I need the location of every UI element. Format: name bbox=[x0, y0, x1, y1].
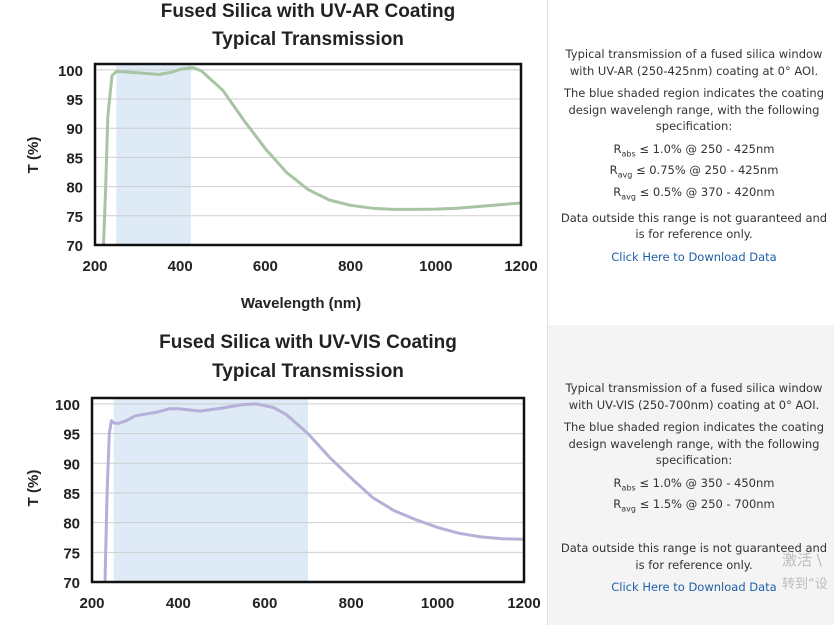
spec-list: Rabs ≤ 1.0% @ 350 - 450nm Ravg ≤ 1.5% @ … bbox=[556, 475, 832, 519]
description-cell: Typical transmission of a fused silica w… bbox=[548, 0, 834, 325]
region-note: The blue shaded region indicates the coa… bbox=[563, 420, 825, 467]
coating-design-region bbox=[113, 398, 308, 582]
y-tick-label: 90 bbox=[63, 456, 80, 473]
x-tick-label: 600 bbox=[253, 258, 278, 275]
download-data-link[interactable]: Click Here to Download Data bbox=[611, 580, 777, 595]
transmission-curve bbox=[102, 66, 521, 245]
disclaimer-text: Data outside this range is not guarantee… bbox=[560, 541, 828, 572]
spec-value: ≤ 1.5% @ 250 - 700nm bbox=[639, 497, 775, 512]
x-tick-label: 1000 bbox=[419, 258, 452, 275]
plot-area: 70 75 80 85 90 95 100 200 400 600 800 1000 1200 bbox=[55, 396, 541, 612]
y-tick-label: 100 bbox=[55, 397, 80, 414]
x-axis-label: Wavelength (nm) bbox=[241, 295, 361, 312]
spec-line: Ravg ≤ 0.75% @ 250 - 425nm bbox=[556, 162, 832, 184]
chart-cell: 70 75 80 85 90 95 100 200 400 600 800 1000 1200 Fuse… bbox=[0, 0, 548, 325]
y-tick-label: 85 bbox=[63, 486, 80, 503]
description-block: Typical transmission of a fused silica w… bbox=[556, 46, 832, 271]
spec-symbol: R bbox=[609, 163, 618, 178]
spec-symbol: R bbox=[613, 475, 622, 490]
spec-symbol: R bbox=[613, 185, 622, 200]
chart-title-line1: Fused Silica with UV-AR Coating bbox=[161, 1, 456, 22]
x-tick-label: 1200 bbox=[504, 258, 537, 275]
x-tick-label: 400 bbox=[166, 595, 191, 612]
y-tick-label: 75 bbox=[63, 545, 80, 562]
spec-subscript: avg bbox=[621, 504, 636, 514]
y-tick-label: 100 bbox=[58, 63, 83, 80]
product-row-uv-vis: 70 75 80 85 90 95 100 200 400 600 800 1000 1200 Fuse… bbox=[0, 325, 834, 625]
x-tick-label: 200 bbox=[82, 258, 107, 275]
plot-frame bbox=[90, 396, 526, 584]
spec-subscript: avg bbox=[617, 170, 633, 180]
y-tick-label: 85 bbox=[66, 150, 83, 167]
y-tick-label: 70 bbox=[63, 575, 80, 592]
chart-cell: 70 75 80 85 90 95 100 200 400 600 800 1000 1200 Fuse… bbox=[0, 325, 548, 625]
spec-line: Rabs ≤ 1.0% @ 250 - 425nm bbox=[556, 141, 832, 163]
y-tick-label: 70 bbox=[66, 238, 83, 255]
spec-value: ≤ 1.0% @ 350 - 450nm bbox=[639, 475, 775, 490]
plot-area: 70 75 80 85 90 95 100 200 400 600 800 1000 1200 bbox=[58, 62, 538, 275]
download-data-link[interactable]: Click Here to Download Data bbox=[611, 249, 777, 264]
activation-watermark-line2: 转到“设 bbox=[782, 577, 828, 592]
y-tick-label: 95 bbox=[66, 92, 83, 109]
spec-list: Rabs ≤ 1.0% @ 250 - 425nm Ravg ≤ 0.75% @… bbox=[556, 141, 832, 206]
y-tick-label: 80 bbox=[63, 516, 80, 533]
x-tick-label: 1200 bbox=[507, 595, 540, 612]
x-tick-label: 400 bbox=[168, 258, 193, 275]
y-tick-label: 95 bbox=[63, 427, 80, 444]
activation-watermark-line1: 激活 \ bbox=[782, 551, 822, 569]
product-row-uv-ar: 70 75 80 85 90 95 100 200 400 600 800 1000 1200 Fuse… bbox=[0, 0, 834, 326]
y-tick-label: 90 bbox=[66, 121, 83, 138]
spec-subscript: avg bbox=[621, 192, 636, 202]
plot-frame bbox=[93, 62, 523, 247]
chart-title-line1: Fused Silica with UV-VIS Coating bbox=[159, 332, 457, 353]
spec-subscript: abs bbox=[621, 482, 636, 492]
spec-symbol: R bbox=[613, 497, 622, 512]
chart-title-line2: Typical Transmission bbox=[212, 361, 404, 382]
spec-symbol: R bbox=[613, 141, 622, 156]
spec-line: Ravg ≤ 1.5% @ 250 - 700nm bbox=[556, 496, 832, 518]
spec-value: ≤ 0.5% @ 370 - 420nm bbox=[639, 185, 775, 200]
spec-line: Rabs ≤ 1.0% @ 350 - 450nm bbox=[556, 475, 832, 497]
spec-value: ≤ 1.0% @ 250 - 425nm bbox=[639, 141, 775, 156]
spec-line: Ravg ≤ 0.5% @ 370 - 420nm bbox=[556, 184, 832, 206]
x-tick-label: 1000 bbox=[421, 595, 454, 612]
spec-subscript: abs bbox=[621, 148, 636, 158]
y-axis-label: T (%) bbox=[25, 137, 42, 174]
x-tick-label: 600 bbox=[252, 595, 277, 612]
region-note: The blue shaded region indicates the coa… bbox=[563, 86, 825, 133]
x-tick-label: 800 bbox=[339, 595, 364, 612]
x-tick-label: 800 bbox=[338, 258, 363, 275]
chart-title-line2: Typical Transmission bbox=[212, 29, 404, 50]
intro-text: Typical transmission of a fused silica w… bbox=[565, 47, 823, 78]
x-tick-label: 200 bbox=[79, 595, 104, 612]
transmission-curve bbox=[103, 402, 524, 582]
y-tick-label: 75 bbox=[66, 209, 83, 226]
spec-value: ≤ 0.75% @ 250 - 425nm bbox=[635, 163, 779, 178]
intro-text: Typical transmission of a fused silica w… bbox=[565, 381, 823, 412]
disclaimer-text: Data outside this range is not guarantee… bbox=[560, 210, 828, 242]
description-cell: Typical transmission of a fused silica w… bbox=[548, 325, 834, 625]
coating-design-region bbox=[116, 64, 191, 245]
y-tick-label: 80 bbox=[66, 180, 83, 197]
description-block: Typical transmission of a fused silica w… bbox=[556, 380, 832, 602]
transmission-chart: 70 75 80 85 90 95 100 200 400 600 800 1000 1200 Fuse… bbox=[25, 1, 538, 312]
transmission-chart: 70 75 80 85 90 95 100 200 400 600 800 1000 1200 Fuse… bbox=[25, 332, 541, 612]
y-axis-label: T (%) bbox=[25, 470, 42, 507]
